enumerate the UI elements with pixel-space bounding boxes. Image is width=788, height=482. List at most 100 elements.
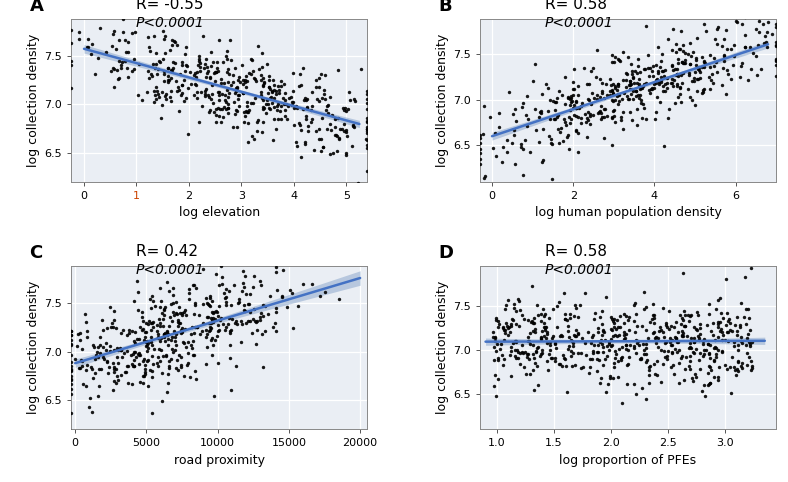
Point	[627, 75, 640, 82]
Point	[669, 345, 682, 353]
Point	[152, 57, 165, 65]
Point	[490, 392, 503, 400]
Point	[505, 372, 518, 380]
Point	[623, 95, 636, 103]
Point	[194, 59, 206, 67]
Point	[640, 359, 652, 366]
Point	[65, 428, 77, 435]
Point	[221, 93, 234, 101]
Point	[201, 299, 214, 307]
Point	[724, 75, 737, 83]
Point	[307, 88, 319, 95]
Point	[640, 396, 652, 403]
Point	[264, 85, 277, 93]
Point	[740, 321, 753, 328]
Point	[169, 347, 181, 354]
Point	[110, 66, 123, 74]
Point	[157, 55, 169, 63]
Point	[151, 321, 163, 328]
Point	[670, 335, 682, 342]
Point	[319, 95, 332, 103]
Point	[147, 346, 160, 353]
Point	[240, 107, 252, 115]
Point	[641, 357, 653, 364]
Point	[574, 102, 587, 110]
Point	[198, 64, 210, 72]
Point	[290, 138, 303, 146]
Point	[682, 69, 695, 77]
Point	[612, 90, 625, 98]
Point	[161, 328, 173, 336]
Point	[225, 56, 237, 64]
Point	[628, 301, 641, 308]
Point	[694, 349, 707, 357]
Point	[212, 113, 225, 120]
Point	[758, 40, 771, 47]
Point	[273, 89, 285, 96]
Point	[160, 328, 173, 335]
Point	[589, 309, 601, 317]
Point	[597, 79, 609, 87]
Point	[678, 311, 691, 319]
Point	[641, 334, 654, 342]
Text: R= 0.58: R= 0.58	[545, 243, 607, 259]
Point	[73, 364, 86, 372]
Point	[644, 318, 656, 326]
Point	[628, 380, 641, 388]
Point	[236, 321, 249, 328]
Point	[510, 354, 522, 362]
Point	[92, 353, 105, 361]
Point	[215, 280, 228, 288]
Point	[592, 341, 604, 349]
Point	[158, 329, 171, 337]
Point	[237, 76, 250, 84]
Point	[745, 362, 758, 370]
Point	[664, 335, 677, 342]
Point	[631, 106, 644, 113]
Point	[248, 94, 261, 101]
Point	[310, 250, 323, 257]
Point	[251, 119, 263, 126]
Point	[693, 66, 705, 74]
Point	[329, 115, 342, 122]
Point	[176, 324, 188, 332]
Point	[609, 118, 622, 126]
Point	[769, 41, 782, 49]
Point	[489, 371, 501, 379]
Point	[678, 59, 690, 67]
Point	[600, 388, 612, 395]
Point	[144, 326, 157, 334]
Point	[656, 360, 669, 368]
Point	[683, 358, 696, 365]
Point	[533, 138, 545, 146]
Point	[527, 77, 540, 85]
Point	[522, 115, 534, 122]
Point	[76, 345, 88, 352]
Point	[717, 65, 730, 72]
Point	[65, 368, 77, 375]
Point	[484, 113, 496, 120]
Point	[592, 109, 604, 117]
Point	[650, 75, 663, 82]
Point	[260, 109, 273, 117]
Point	[176, 81, 188, 89]
Point	[204, 293, 217, 300]
Point	[658, 87, 671, 94]
Point	[247, 283, 259, 291]
Point	[276, 293, 288, 301]
Point	[331, 132, 344, 140]
Point	[742, 353, 755, 361]
Point	[210, 106, 222, 113]
Point	[745, 338, 758, 346]
Point	[65, 26, 78, 33]
Point	[166, 58, 179, 66]
Point	[231, 107, 243, 115]
Point	[519, 136, 532, 144]
Point	[200, 55, 213, 63]
Point	[162, 76, 175, 83]
Point	[65, 365, 77, 373]
Point	[673, 359, 686, 367]
Point	[522, 316, 534, 324]
Point	[668, 76, 681, 84]
Point	[660, 319, 672, 327]
